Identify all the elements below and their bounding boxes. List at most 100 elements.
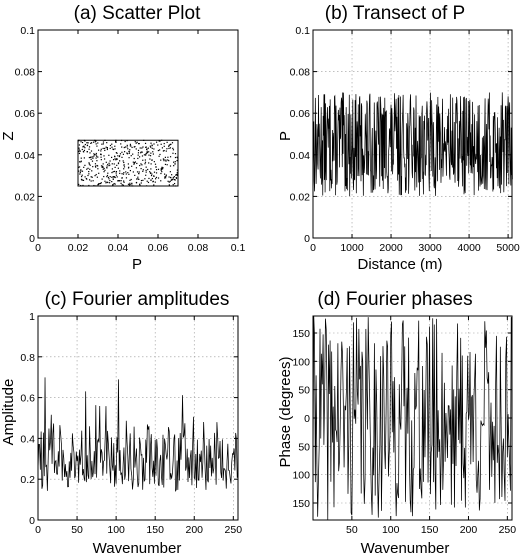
scatter-point <box>115 140 117 143</box>
scatter-point <box>158 140 160 142</box>
scatter-point <box>88 163 90 165</box>
scatter-point <box>120 143 122 145</box>
scatter-point <box>147 147 149 149</box>
scatter-point <box>170 179 172 181</box>
scatter-point <box>144 178 146 180</box>
scatter-point <box>100 150 102 152</box>
scatter-point <box>135 148 137 150</box>
scatter-point <box>108 154 110 156</box>
scatter-point <box>168 159 170 162</box>
scatter-point <box>173 165 175 167</box>
scatter-point <box>168 176 170 178</box>
scatter-point <box>83 145 85 148</box>
panel-a-frame <box>37 29 239 239</box>
scatter-point <box>146 180 148 182</box>
scatter-point <box>97 168 99 170</box>
scatter-point <box>117 155 119 157</box>
y-tick-label: 0.02 <box>290 191 311 203</box>
panel-c-xlabel: Wavenumber <box>93 540 182 556</box>
y-tick-label: 100 <box>292 470 310 482</box>
scatter-point <box>108 162 110 164</box>
x-tick-label: 0.04 <box>108 242 129 254</box>
scatter-point <box>175 177 178 179</box>
scatter-point <box>140 152 142 154</box>
scatter-point <box>78 183 80 186</box>
panel-d-fourier-phases: (d) Fourier phases Wavenumber Phase (deg… <box>277 289 516 556</box>
scatter-point <box>137 143 140 145</box>
x-tick-label: 100 <box>107 524 125 536</box>
scatter-point <box>117 180 119 182</box>
scatter-point <box>173 176 175 178</box>
scatter-point <box>127 183 130 185</box>
scatter-point <box>172 147 174 149</box>
scatter-point <box>123 181 125 183</box>
scatter-point <box>108 178 110 180</box>
scatter-point <box>109 176 111 178</box>
scatter-point <box>88 148 90 150</box>
scatter-point <box>119 155 121 157</box>
scatter-point <box>103 171 105 173</box>
scatter-point <box>136 141 138 143</box>
scatter-point <box>169 165 172 167</box>
scatter-point <box>113 176 115 178</box>
scatter-point <box>153 143 155 145</box>
y-tick-label: 1 <box>29 311 35 323</box>
scatter-point <box>123 161 125 164</box>
y-tick-label: 0 <box>304 233 310 245</box>
scatter-point <box>107 163 109 166</box>
scatter-point <box>149 171 151 173</box>
scatter-point <box>165 177 167 179</box>
scatter-point <box>109 164 111 166</box>
scatter-point <box>86 151 89 153</box>
scatter-point <box>88 173 90 175</box>
scatter-point <box>141 151 143 153</box>
scatter-point <box>93 155 95 157</box>
scatter-point <box>107 172 109 174</box>
scatter-point <box>101 166 103 169</box>
scatter-point <box>121 156 123 158</box>
scatter-point <box>105 146 107 148</box>
scatter-point <box>119 160 121 162</box>
scatter-point <box>116 158 118 160</box>
x-tick-label: 150 <box>146 524 164 536</box>
scatter-point <box>150 172 152 174</box>
scatter-point <box>142 179 144 181</box>
scatter-point <box>160 168 162 170</box>
scatter-point <box>127 148 129 150</box>
scatter-point <box>78 144 81 146</box>
scatter-point <box>137 154 139 156</box>
scatter-point <box>114 148 116 150</box>
y-tick-label: 0.06 <box>15 108 36 120</box>
scatter-point <box>122 173 125 175</box>
scatter-point <box>80 170 82 172</box>
scatter-point <box>103 167 105 170</box>
scatter-point <box>133 161 136 164</box>
scatter-point <box>148 177 150 180</box>
scatter-point <box>119 153 122 155</box>
scatter-point <box>172 152 174 154</box>
x-tick-label: 5000 <box>496 242 520 254</box>
scatter-bounding-box <box>77 139 179 187</box>
panel-d-series-line <box>312 316 512 520</box>
panel-b-ylabel: P <box>277 131 294 141</box>
scatter-point <box>151 159 153 161</box>
scatter-point <box>111 143 113 145</box>
scatter-point <box>174 179 176 181</box>
scatter-point <box>127 167 130 169</box>
scatter-point <box>153 161 155 163</box>
scatter-point <box>165 160 167 162</box>
scatter-point <box>161 167 163 169</box>
scatter-point <box>114 156 116 158</box>
scatter-point <box>101 143 103 145</box>
scatter-point <box>176 173 178 175</box>
panel-c-grid <box>38 316 238 520</box>
scatter-point <box>106 142 108 144</box>
scatter-point <box>90 176 92 178</box>
scatter-point <box>126 152 128 154</box>
scatter-point <box>95 140 97 142</box>
scatter-point <box>101 178 103 180</box>
x-tick-label: 50 <box>346 524 358 536</box>
panel-c-fourier-amplitudes: (c) Fourier amplitudes Wavenumber Amplit… <box>0 289 242 556</box>
x-tick-label: 200 <box>460 524 478 536</box>
scatter-point <box>94 154 96 156</box>
